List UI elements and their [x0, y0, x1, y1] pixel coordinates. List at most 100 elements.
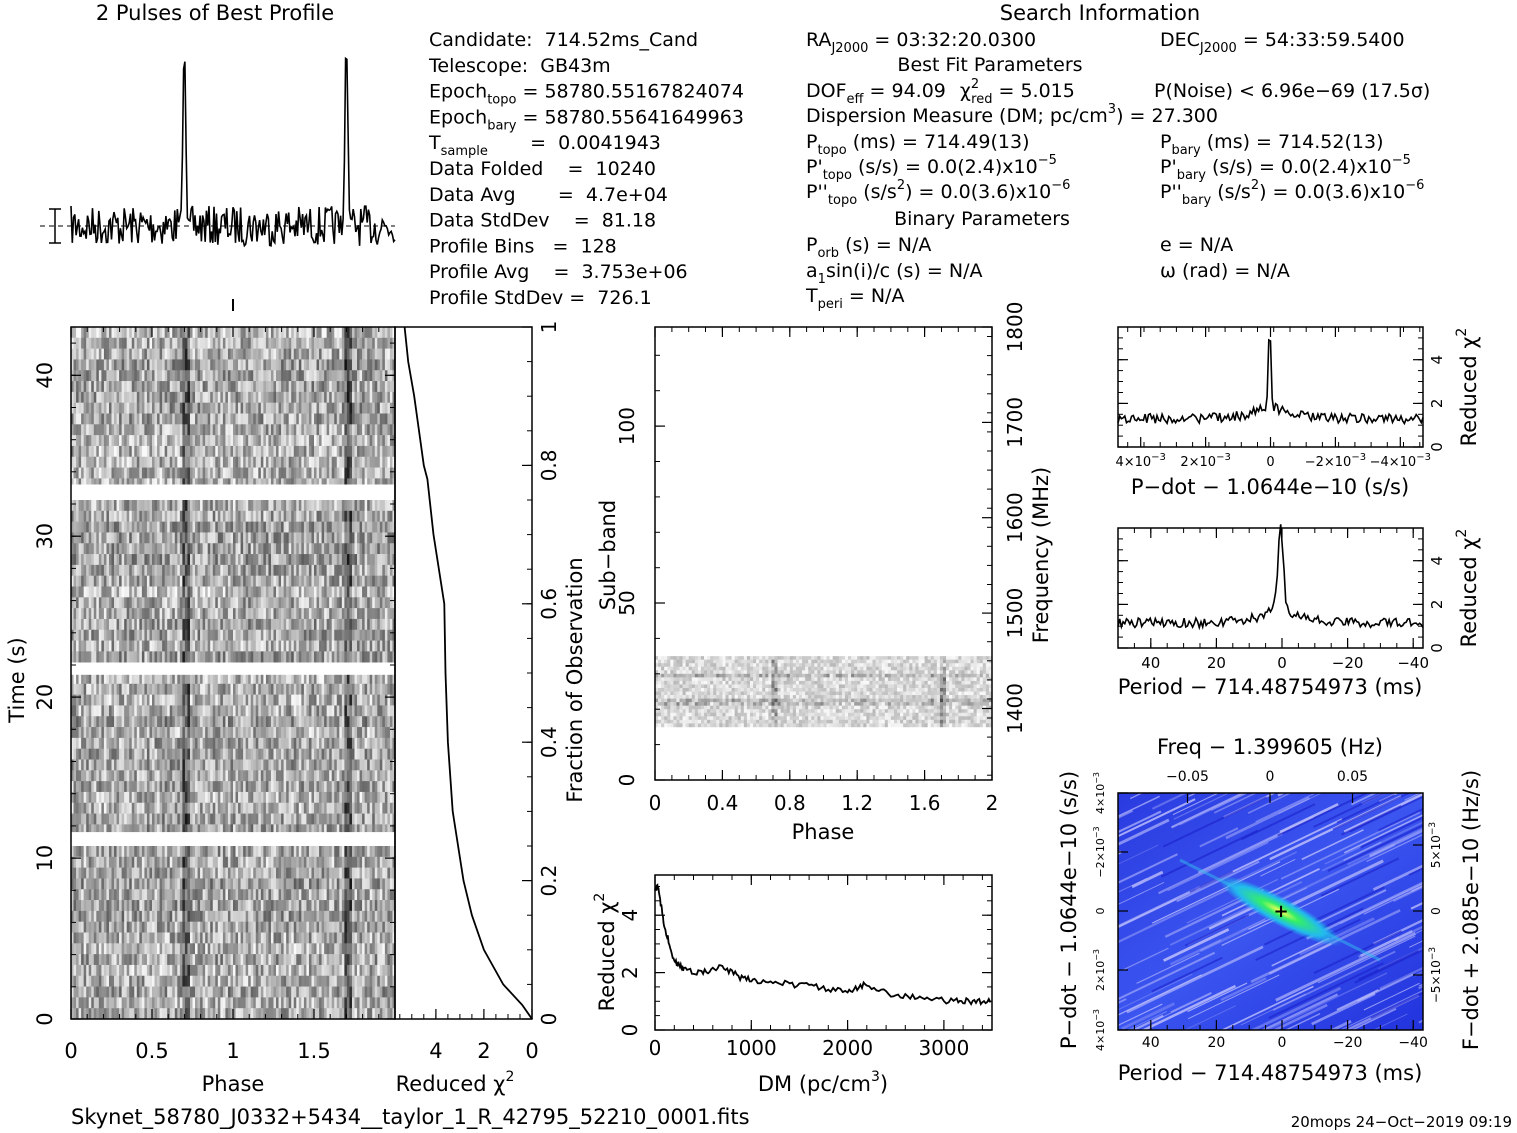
tick-label: 0	[1429, 907, 1443, 915]
pdot-ylabel: Reduced χ2	[1454, 328, 1481, 447]
tick-label: −40	[1397, 654, 1429, 672]
tick-label: 20	[33, 684, 57, 711]
tick-label: −2×10−3	[1092, 826, 1107, 877]
info-row: Epochbary = 58780.55641649963	[429, 106, 744, 133]
ppdot-best-marker: +	[1273, 901, 1288, 922]
info-row: Epochtopo = 58780.55167824074	[429, 81, 744, 108]
chi-time-panel: 4 2 0 0 0.2 0.4 0.6 0.8 1 Reduced χ2 Fraction of…	[394, 321, 587, 1096]
tick-label: −20	[1332, 654, 1364, 672]
tick-label: 0.8	[774, 791, 806, 815]
time-phase-ticks: 0 0.5 1 1.5 0 10 20 30 40	[33, 327, 396, 1063]
tick-label: 4	[429, 1039, 442, 1063]
dm-panel: 0 1000 2000 3000 0 2 4 DM (pc/cm3) Reduced χ2	[592, 874, 993, 1096]
profile-line	[70, 56, 396, 248]
tick-label: 0	[525, 1039, 538, 1063]
porb-line: Porb (s) = N/A	[806, 234, 931, 261]
tick-label: 10	[33, 845, 57, 872]
tick-label: 3000	[918, 1036, 969, 1060]
tick-label: 5×10−3	[1428, 822, 1443, 868]
tick-label: 100	[615, 407, 639, 445]
a1sini-line: a1sin(i)/c (s) = N/A	[806, 260, 982, 287]
info-row: Profile StdDev = 726.1	[429, 287, 652, 309]
ppdot-ylabel: P−dot − 1.0644e−10 (s/s)	[1057, 771, 1081, 1049]
pdbary-line: P'bary (s/s) = 0.0(2.4)x10−5	[1160, 153, 1411, 183]
tick-label: −5×10−3	[1428, 947, 1443, 1003]
search-title: Search Information	[1000, 1, 1200, 25]
chi-time-ticks: 4 2 0 0 0.2 0.4 0.6 0.8 1	[399, 321, 561, 1063]
tick-label: 4×10−3	[1092, 772, 1107, 814]
tick-label: 0.6	[537, 588, 561, 620]
time-phase-xlabel: Phase	[202, 1072, 265, 1096]
tick-label: 4×10−3	[1092, 1009, 1107, 1051]
tick-label: 0.8	[537, 449, 561, 481]
tick-label: 2	[986, 791, 999, 815]
tick-label: 4×10−3	[1115, 452, 1165, 470]
tick-label: 1.2	[841, 791, 873, 815]
tick-label: 4	[1428, 355, 1446, 365]
pddtopo-line: P''topo (s/s2) = 0.0(3.6)x10−6	[806, 178, 1070, 208]
profile-errorbar	[49, 208, 61, 244]
ppdot-hotspot	[1217, 875, 1343, 947]
tick-label: −20	[1333, 1035, 1363, 1051]
period-xlabel: Period − 714.48754973 (ms)	[1118, 675, 1423, 699]
tick-label: 30	[33, 523, 57, 550]
tick-label: 1	[537, 321, 561, 334]
tick-label: 0	[649, 1036, 662, 1060]
tick-label: 2	[1428, 399, 1446, 409]
info-row: Data StdDev = 81.18	[429, 210, 656, 232]
tick-label: 0	[33, 1012, 57, 1025]
tick-label: 1	[226, 1039, 239, 1063]
tick-label: 20	[1207, 1035, 1225, 1051]
dec-line: DECJ2000 = 54:33:59.5400	[1160, 29, 1405, 56]
tick-label: 1.6	[909, 791, 941, 815]
pddbary-line: P''bary (s/s2) = 0.0(3.6)x10−6	[1160, 178, 1424, 208]
period-curve	[1117, 524, 1424, 631]
chi-time-curve	[403, 326, 533, 1020]
tick-label: 0	[1277, 654, 1287, 672]
profile-title: 2 Pulses of Best Profile	[96, 1, 334, 25]
ppdot-panel: + 40 20 0 −20 −40 −0.05 0 0.05 4×10−3 2×10−3 0 −2×1…	[1057, 735, 1483, 1085]
info-row: Telescope: GB43m	[428, 55, 611, 77]
info-row: Data Avg = 4.7e+04	[429, 184, 668, 206]
search-information: Search Information Candidate: 714.52ms_C…	[428, 1, 1430, 312]
tick-label: 4	[1428, 556, 1446, 566]
dof-chi-line: DOFeff = 94.09 χ2 red = 5.015	[806, 77, 1075, 107]
ppdot-top-label: Freq − 1.399605 (Hz)	[1157, 735, 1383, 759]
period-frame	[1117, 527, 1424, 649]
tick-label: 1000	[726, 1036, 777, 1060]
tick-label: 0	[1278, 1035, 1287, 1051]
pbary-line: Pbary (ms) = 714.52(13)	[1160, 131, 1384, 158]
tick-label: 0.4	[537, 726, 561, 758]
time-phase-greyscale	[71, 327, 396, 1020]
tick-label: 20	[1207, 654, 1226, 672]
tick-label: 1.5	[297, 1039, 330, 1063]
tick-label: 0	[618, 1024, 642, 1037]
subband-ylabel: Sub−band	[596, 500, 620, 610]
tick-label: 0	[1428, 643, 1446, 653]
time-phase-ylabel: Time (s)	[5, 637, 29, 723]
ppdot-ticks: 40 20 0 −20 −40 −0.05 0 0.05 4×10−3 2×10−3 0 −2×10−…	[1092, 769, 1443, 1051]
tick-label: 0	[537, 1013, 561, 1026]
info-row: Profile Bins = 128	[429, 235, 617, 257]
pdot-xlabel: P−dot − 1.0644e−10 (s/s)	[1131, 475, 1409, 499]
tick-label: 1600	[1003, 492, 1027, 543]
subband-greyscale	[655, 656, 993, 728]
tick-label: 2×10−3	[1180, 452, 1230, 470]
tick-label: 2	[618, 966, 642, 979]
dm-frame	[654, 874, 993, 1031]
fraction-obs-label: Fraction of Observation	[563, 557, 587, 802]
dm-ylabel: Reduced χ2	[592, 893, 619, 1012]
tick-label: 0.2	[537, 865, 561, 897]
time-gap	[71, 832, 395, 843]
binary-title: Binary Parameters	[894, 208, 1070, 230]
pnoise-line: P(Noise) < 6.96e−69 (17.5σ)	[1154, 80, 1430, 102]
ptopo-line: Ptopo (ms) = 714.49(13)	[806, 131, 1030, 158]
dm-line: Dispersion Measure (DM; pc/cm3) = 27.300	[806, 102, 1218, 127]
chi-time-xlabel: Reduced χ2	[396, 1069, 515, 1096]
ppdot-xlabel: Period − 714.48754973 (ms)	[1118, 1061, 1423, 1085]
info-row: Candidate: 714.52ms_Cand	[429, 29, 698, 51]
tick-label: 0	[64, 1039, 77, 1063]
